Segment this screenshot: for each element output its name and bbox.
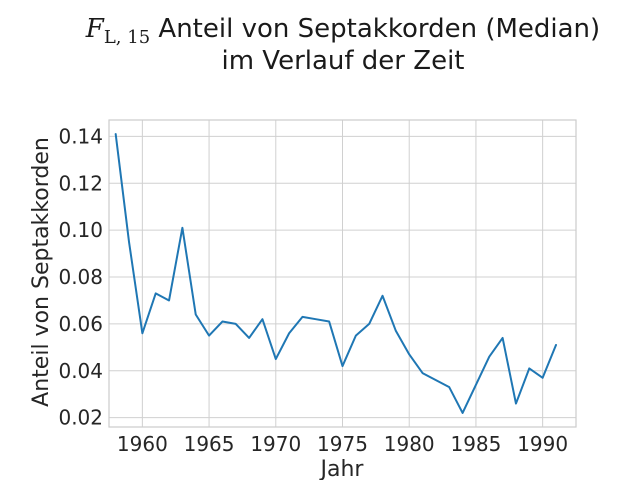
y-tick-label: 0.04	[58, 359, 103, 383]
grid	[109, 120, 576, 427]
series-line	[114, 133, 557, 414]
y-tick-label: 0.12	[58, 171, 103, 195]
series-group	[114, 133, 557, 414]
x-tick-label: 1970	[250, 432, 301, 456]
x-tick-label: 1990	[517, 432, 568, 456]
y-tick-label: 0.08	[58, 265, 103, 289]
title-math-symbol: F	[85, 14, 105, 44]
title-math-subscript: L, 15	[104, 27, 150, 48]
x-tick-label: 1960	[117, 432, 168, 456]
chart-title-line-2: im Verlauf der Zeit	[221, 46, 464, 76]
chart-title-line-1: FL, 15 Anteil von Septakkorden (Median)	[85, 14, 600, 48]
x-axis-label: Jahr	[319, 457, 365, 480]
x-tick-label: 1985	[450, 432, 501, 456]
title-main-text: Anteil von Septakkorden (Median)	[150, 14, 600, 44]
plot-frame	[108, 119, 577, 428]
y-tick-label: 0.06	[58, 312, 103, 336]
y-tick-label: 0.02	[58, 406, 103, 430]
y-tick-label: 0.10	[58, 218, 103, 242]
x-tick-label: 1975	[317, 432, 368, 456]
x-tick-label: 1980	[384, 432, 435, 456]
y-axis-label: Anteil von Septakkorden	[29, 137, 54, 407]
y-axis-ticks: 0.02 0.04 0.06 0.08 0.10 0.12 0.14	[58, 124, 103, 429]
x-tick-label: 1965	[184, 432, 235, 456]
y-tick-label: 0.14	[58, 124, 103, 148]
x-axis-ticks: 1960 1965 1970 1975 1980 1985 1990	[117, 432, 568, 456]
chart-title: FL, 15 Anteil von Septakkorden (Median) …	[85, 14, 600, 76]
